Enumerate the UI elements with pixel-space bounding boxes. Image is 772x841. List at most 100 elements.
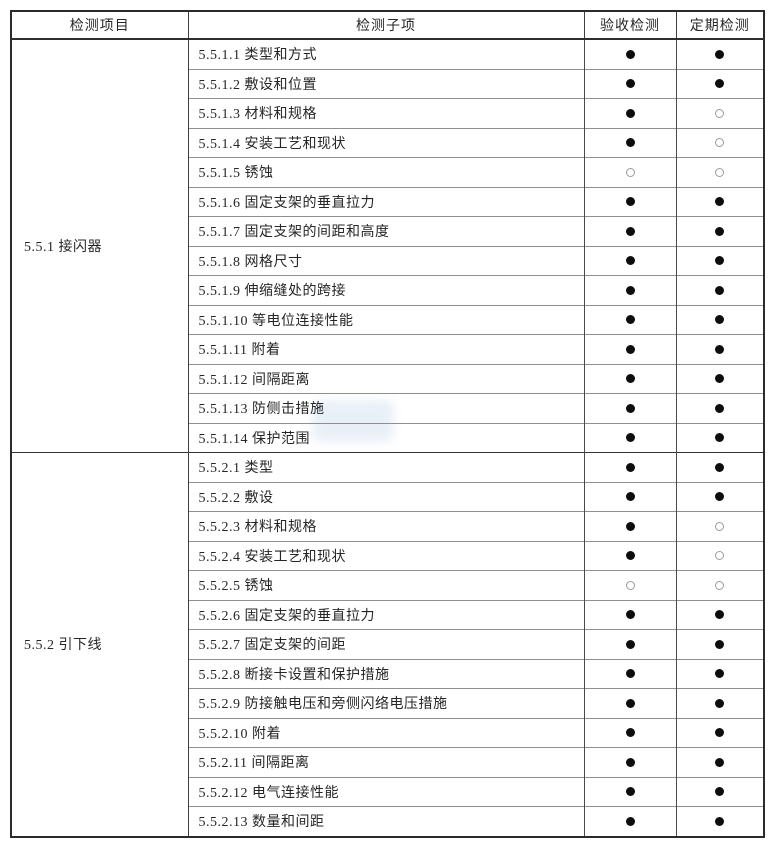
- table-row: 5.5.1 接闪器 5.5.1.1 类型和方式: [10, 38, 765, 453]
- periodic-mark-cell: [675, 275, 765, 305]
- filled-dot-icon: [625, 344, 635, 354]
- column-header: 检测子项: [187, 11, 585, 40]
- filled-dot-icon: [625, 610, 635, 620]
- sub-item-cell: 5.5.2.5 锈蚀: [187, 570, 585, 600]
- filled-dot-icon: [625, 256, 635, 266]
- periodic-mark-cell: [675, 98, 765, 128]
- acceptance-mark-cell: [583, 570, 677, 600]
- filled-dot-icon: [625, 551, 635, 561]
- periodic-mark-cell: [675, 599, 765, 630]
- table-row: 5.5.1.9 伸缩缝处的跨接: [11, 275, 765, 305]
- acceptance-mark-cell: [583, 481, 677, 512]
- filled-dot-icon: [715, 403, 725, 413]
- filled-dot-icon: [625, 374, 635, 384]
- acceptance-mark-cell: [583, 245, 677, 276]
- filled-dot-icon: [625, 698, 635, 708]
- table-row: 5.5.1.11 附着: [11, 334, 765, 364]
- acceptance-mark-cell: [583, 127, 677, 158]
- hollow-dot-icon: [715, 167, 725, 177]
- item-cell: 5.5.2 引下线: [10, 452, 189, 837]
- hollow-dot-icon: [715, 108, 725, 118]
- filled-dot-icon: [715, 79, 725, 89]
- filled-dot-icon: [715, 610, 725, 620]
- filled-dot-icon: [625, 226, 635, 236]
- acceptance-mark-cell: [583, 157, 677, 187]
- table-row: 5.5.2.9 防接触电压和旁侧闪络电压措施: [11, 688, 765, 718]
- acceptance-mark-cell: [583, 334, 677, 364]
- periodic-mark-cell: [675, 806, 765, 837]
- table-row: 5.5.1.13 防侧击措施: [11, 393, 765, 423]
- sub-item-cell: 5.5.1.6 固定支架的垂直拉力: [187, 186, 585, 217]
- table-row: 5.5.1.6 固定支架的垂直拉力: [11, 186, 765, 217]
- periodic-mark-cell: [675, 363, 765, 394]
- sub-item-cell: 5.5.2.8 断接卡设置和保护措施: [187, 658, 585, 689]
- sub-item-cell: 5.5.1.1 类型和方式: [187, 38, 585, 69]
- hollow-dot-icon: [625, 167, 635, 177]
- filled-dot-icon: [625, 285, 635, 295]
- sub-item-cell: 5.5.2.12 电气连接性能: [187, 776, 585, 807]
- filled-dot-icon: [625, 757, 635, 767]
- table-row: 5.5.1.4 安装工艺和现状: [11, 127, 765, 158]
- table-row: 5.5.2.4 安装工艺和现状: [11, 540, 765, 571]
- table-row: 5.5.1.3 材料和规格: [11, 98, 765, 128]
- acceptance-mark-cell: [583, 98, 677, 128]
- table-row: 5.5.1.14 保护范围: [11, 422, 765, 453]
- hollow-dot-icon: [715, 138, 725, 148]
- filled-dot-icon: [715, 669, 725, 679]
- filled-dot-icon: [625, 639, 635, 649]
- periodic-mark-cell: [675, 511, 765, 541]
- periodic-mark-cell: [675, 717, 765, 748]
- filled-dot-icon: [625, 669, 635, 679]
- acceptance-mark-cell: [583, 747, 677, 777]
- sub-item-cell: 5.5.2.11 间隔距离: [187, 747, 585, 777]
- sub-item-cell: 5.5.2.10 附着: [187, 717, 585, 748]
- acceptance-mark-cell: [583, 776, 677, 807]
- periodic-mark-cell: [675, 570, 765, 600]
- filled-dot-icon: [625, 816, 635, 826]
- periodic-mark-cell: [675, 334, 765, 364]
- acceptance-mark-cell: [583, 806, 677, 837]
- periodic-mark-cell: [675, 304, 765, 335]
- periodic-mark-cell: [675, 776, 765, 807]
- hollow-dot-icon: [715, 521, 725, 531]
- sub-item-cell: 5.5.2.3 材料和规格: [187, 511, 585, 541]
- sub-item-cell: 5.5.2.2 敷设: [187, 481, 585, 512]
- periodic-mark-cell: [675, 658, 765, 689]
- sub-item-cell: 5.5.1.14 保护范围: [187, 422, 585, 453]
- table-row: 5.5.2.6 固定支架的垂直拉力: [11, 599, 765, 630]
- filled-dot-icon: [625, 315, 635, 325]
- filled-dot-icon: [715, 197, 725, 207]
- filled-dot-icon: [715, 374, 725, 384]
- acceptance-mark-cell: [583, 452, 677, 482]
- filled-dot-icon: [715, 698, 725, 708]
- acceptance-mark-cell: [583, 629, 677, 659]
- filled-dot-icon: [715, 462, 725, 472]
- sub-item-cell: 5.5.2.9 防接触电压和旁侧闪络电压措施: [187, 688, 585, 718]
- filled-dot-icon: [715, 787, 725, 797]
- acceptance-mark-cell: [583, 717, 677, 748]
- sub-item-cell: 5.5.2.13 数量和间距: [187, 806, 585, 837]
- filled-dot-icon: [715, 492, 725, 502]
- filled-dot-icon: [625, 492, 635, 502]
- filled-dot-icon: [715, 757, 725, 767]
- column-header: 定期检测: [675, 11, 765, 40]
- periodic-mark-cell: [675, 747, 765, 777]
- acceptance-mark-cell: [583, 688, 677, 718]
- periodic-mark-cell: [675, 481, 765, 512]
- acceptance-mark-cell: [583, 186, 677, 217]
- periodic-mark-cell: [675, 68, 765, 99]
- periodic-mark-cell: [675, 127, 765, 158]
- table-row: 5.5.2.12 电气连接性能: [11, 776, 765, 807]
- table-row: 5.5.2.8 断接卡设置和保护措施: [11, 658, 765, 689]
- filled-dot-icon: [715, 315, 725, 325]
- periodic-mark-cell: [675, 157, 765, 187]
- hollow-dot-icon: [715, 580, 725, 590]
- filled-dot-icon: [625, 49, 635, 59]
- sub-item-cell: 5.5.1.2 敷设和位置: [187, 68, 585, 99]
- table-row: 5.5.2.13 数量和间距: [11, 806, 765, 837]
- periodic-mark-cell: [675, 422, 765, 453]
- table-row: 5.5.2.2 敷设: [11, 481, 765, 512]
- table-row: 5.5.1.5 锈蚀: [11, 157, 765, 187]
- filled-dot-icon: [625, 403, 635, 413]
- sub-item-cell: 5.5.1.9 伸缩缝处的跨接: [187, 275, 585, 305]
